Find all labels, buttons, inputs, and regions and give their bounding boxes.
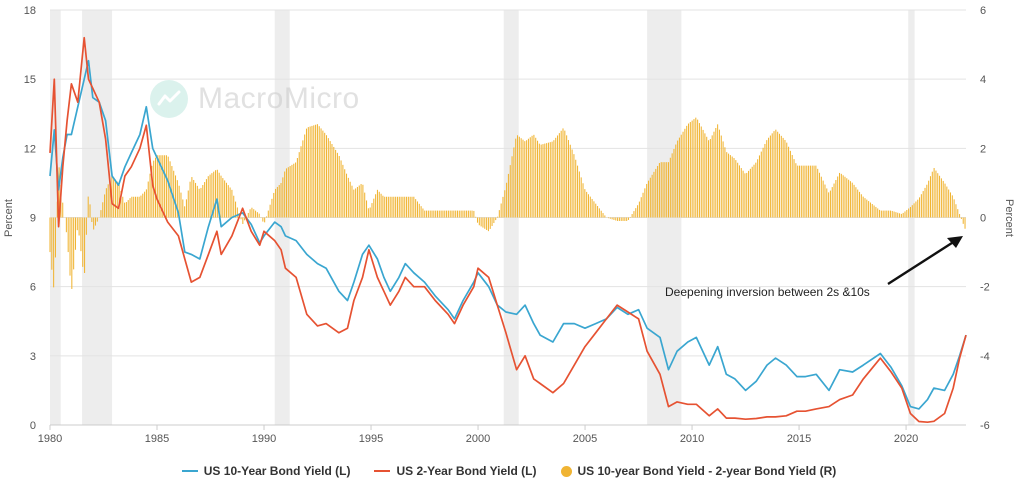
right-tick-label: 4: [980, 74, 986, 86]
right-tick-label: 0: [980, 213, 986, 225]
right-axis-ticks: -6 -4 -2 0 2 4 6: [980, 5, 990, 432]
watermark-text: MacroMicro: [198, 82, 360, 115]
x-tick-label: 1985: [145, 433, 169, 445]
legend-label-spread: US 10-year Bond Yield - 2-year Bond Yiel…: [577, 464, 837, 478]
right-tick-label: -6: [980, 420, 990, 432]
right-tick-label: 2: [980, 143, 986, 155]
annotation-arrow: [887, 236, 963, 286]
x-tick-label: 2005: [573, 433, 597, 445]
legend: US 10-Year Bond Yield (L) US 2-Year Bond…: [0, 460, 1018, 482]
left-tick-label: 9: [30, 213, 36, 225]
left-tick-label: 15: [24, 74, 36, 86]
spread-bars: [49, 117, 966, 289]
left-tick-label: 3: [30, 351, 36, 363]
legend-item-10y[interactable]: US 10-Year Bond Yield (L): [181, 464, 351, 478]
macromicro-logo-icon: [150, 80, 188, 118]
legend-label-10y: US 10-Year Bond Yield (L): [203, 464, 351, 478]
legend-swatch-spread: [560, 465, 572, 477]
right-axis-title: Percent: [1003, 199, 1015, 237]
x-tick-label: 1995: [359, 433, 383, 445]
watermark: MacroMicro: [150, 80, 360, 118]
x-tick-label: 2020: [894, 433, 918, 445]
left-tick-label: 12: [24, 143, 36, 155]
x-tick-label: 2015: [787, 433, 811, 445]
left-axis-ticks: 0 3 6 9 12 15 18: [24, 5, 36, 432]
legend-item-spread[interactable]: US 10-year Bond Yield - 2-year Bond Yiel…: [560, 464, 837, 478]
left-axis-title: Percent: [3, 199, 15, 237]
legend-label-2y: US 2-Year Bond Yield (L): [396, 464, 537, 478]
series-line-10y: [49, 59, 967, 410]
x-tick-label: 2000: [466, 433, 490, 445]
x-tick-label: 2010: [680, 433, 704, 445]
right-tick-label: -2: [980, 282, 990, 294]
left-tick-label: 6: [30, 282, 36, 294]
yield-lines: [49, 36, 967, 424]
x-axis-ticks: 1980 1985 1990 1995 2000 2005 2010 2015 2020: [38, 424, 966, 445]
legend-swatch-10y: [181, 470, 198, 472]
x-tick-label: 1990: [252, 433, 276, 445]
annotation-text: Deepening inversion between 2s &10s: [665, 285, 870, 299]
left-tick-label: 18: [24, 5, 36, 17]
x-tick-label: 1980: [38, 433, 62, 445]
right-tick-label: 6: [980, 5, 986, 17]
legend-swatch-2y: [374, 470, 391, 472]
right-tick-label: -4: [980, 351, 990, 363]
chart-svg: 0 3 6 9 12 15 18 -6 -4 -2 0 2 4 6 1980 1985 1990 1995 20…: [3, 5, 1015, 445]
legend-item-2y[interactable]: US 2-Year Bond Yield (L): [374, 464, 537, 478]
series-line-2y: [49, 36, 967, 424]
left-tick-label: 0: [30, 420, 36, 432]
